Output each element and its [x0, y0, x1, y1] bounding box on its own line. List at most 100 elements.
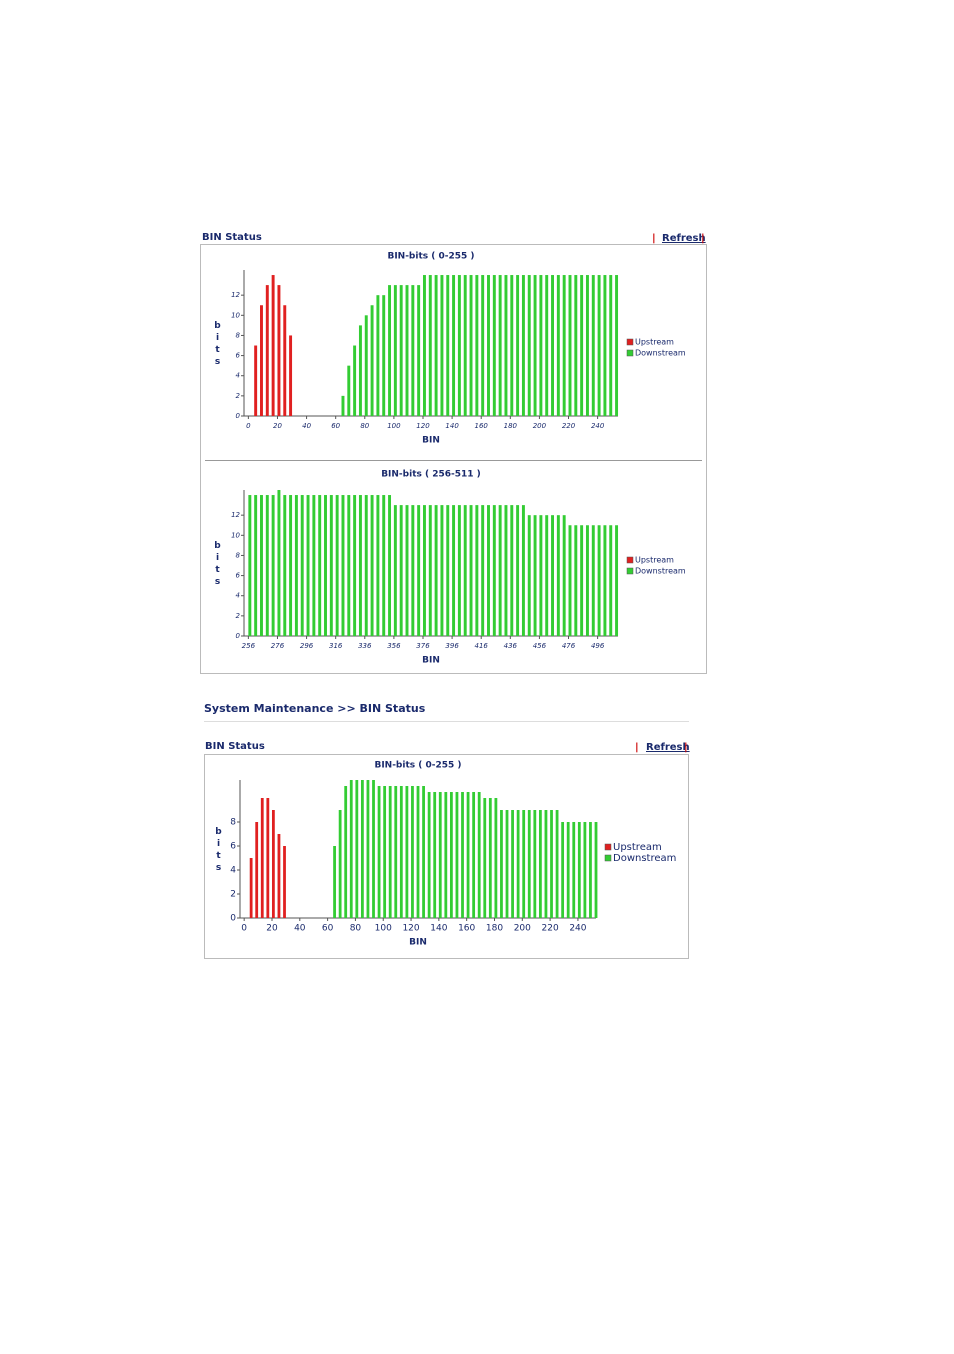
bar [583, 822, 587, 918]
x-tick-label: 240 [569, 924, 586, 934]
bar [487, 275, 490, 416]
bar [511, 810, 514, 918]
divider: | [684, 742, 688, 753]
bar [446, 275, 450, 416]
x-tick-label: 60 [322, 924, 334, 934]
x-tick-label: 40 [302, 422, 311, 430]
bar [566, 822, 570, 918]
bar [516, 275, 520, 416]
x-tick-label: 0 [246, 422, 251, 430]
bar [271, 810, 275, 918]
x-tick-label: 240 [591, 422, 605, 430]
bar [300, 495, 304, 636]
bar [551, 515, 554, 636]
x-tick-label: 200 [514, 924, 531, 934]
bar [255, 822, 259, 918]
bar [289, 495, 293, 636]
bar [376, 295, 380, 416]
y-tick-label: 12 [231, 291, 240, 299]
bar [289, 335, 293, 416]
bar [370, 305, 374, 416]
bar [475, 275, 479, 416]
bar [372, 780, 375, 918]
bar [555, 810, 559, 918]
bar [254, 495, 258, 636]
bar [461, 792, 464, 918]
bar [545, 515, 549, 636]
bar [522, 810, 526, 918]
bar [452, 275, 456, 416]
x-tick-label: 336 [358, 642, 372, 650]
bar [417, 505, 421, 636]
bar [266, 798, 270, 918]
bar [353, 345, 357, 416]
bar [382, 495, 386, 636]
bar [594, 822, 598, 918]
x-tick-label: 316 [329, 642, 343, 650]
bar [603, 275, 607, 416]
bar [498, 275, 502, 416]
bar [562, 275, 566, 416]
bar [364, 495, 368, 636]
bar [477, 792, 481, 918]
refresh-link[interactable]: Refresh [662, 233, 706, 244]
refresh-link[interactable]: Refresh [646, 742, 690, 753]
y-tick-label: 6 [230, 842, 236, 852]
y-tick-label: 4 [230, 866, 236, 876]
bar [544, 810, 548, 918]
x-tick-label: 276 [271, 642, 285, 650]
bar [382, 295, 386, 416]
bar [533, 275, 537, 416]
x-tick-label: 496 [591, 642, 605, 650]
legend-swatch [626, 338, 634, 346]
bar [376, 495, 380, 636]
bar [411, 505, 415, 636]
bar [472, 792, 476, 918]
x-tick-label: 396 [445, 642, 459, 650]
x-axis-label: BIN [409, 938, 427, 948]
x-tick-label: 80 [350, 924, 362, 934]
bar [527, 275, 531, 416]
bar [568, 525, 572, 636]
bar [277, 834, 281, 918]
bar [265, 285, 269, 416]
bar [533, 515, 537, 636]
bar [510, 505, 514, 636]
bar [417, 285, 421, 416]
divider: | [652, 233, 656, 244]
bar [539, 275, 543, 416]
x-tick-label: 40 [294, 924, 306, 934]
bar [370, 495, 374, 636]
bar [388, 786, 392, 918]
bar [545, 275, 549, 416]
bar [364, 315, 368, 416]
y-tick-label: 6 [236, 352, 241, 360]
bar [574, 275, 578, 416]
bar [399, 505, 403, 636]
divider: | [701, 233, 705, 244]
legend-label: Upstream [613, 842, 662, 853]
y-tick-label: 10 [231, 311, 240, 319]
x-tick-label: 20 [266, 924, 278, 934]
bar [438, 792, 442, 918]
bar [615, 525, 619, 636]
legend-swatch [626, 567, 634, 575]
bar [463, 505, 467, 636]
bar [254, 345, 258, 416]
bar [444, 792, 448, 918]
legend-label: Upstream [635, 556, 674, 565]
bar [366, 780, 370, 918]
y-axis-label: bits [213, 321, 223, 369]
bar [338, 810, 342, 918]
bar [494, 798, 498, 918]
bar [510, 275, 514, 416]
bar [249, 858, 253, 918]
bar [344, 786, 348, 918]
bar [516, 810, 520, 918]
x-tick-label: 0 [241, 924, 247, 934]
legend-label: Downstream [613, 853, 676, 864]
bar [248, 495, 252, 636]
bar [492, 505, 496, 636]
bar [347, 495, 351, 636]
bar [455, 792, 459, 918]
